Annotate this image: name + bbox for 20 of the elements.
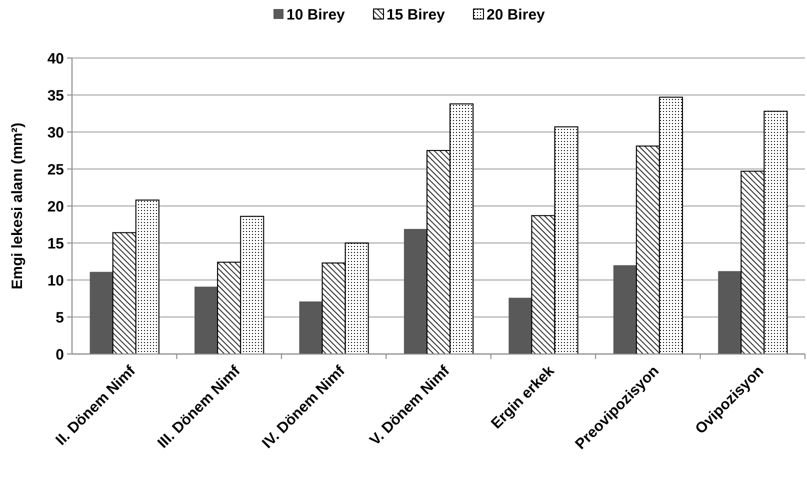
y-tick-label: 40 (47, 50, 64, 68)
bar (194, 286, 218, 354)
y-axis-title: Emgi lekesi alanı (mm²) (9, 122, 26, 290)
y-tick-label: 25 (47, 161, 64, 178)
bar (90, 272, 113, 354)
legend-label: 10 Birey (286, 6, 346, 24)
legend-label: 15 Birey (386, 6, 446, 24)
bar (404, 228, 427, 354)
bar (508, 298, 532, 354)
bar (718, 271, 742, 354)
bar (613, 265, 636, 354)
y-tick-label: 0 (56, 346, 64, 364)
y-tick-label: 30 (47, 124, 64, 142)
y-tick-label: 5 (56, 309, 64, 326)
y-tick-label: 15 (47, 235, 64, 252)
y-tick-label: 10 (47, 272, 64, 290)
y-tick-label: 35 (47, 87, 64, 104)
legend-label: 20 Birey (486, 6, 546, 24)
y-tick-label: 20 (47, 198, 64, 216)
bar (299, 301, 322, 354)
